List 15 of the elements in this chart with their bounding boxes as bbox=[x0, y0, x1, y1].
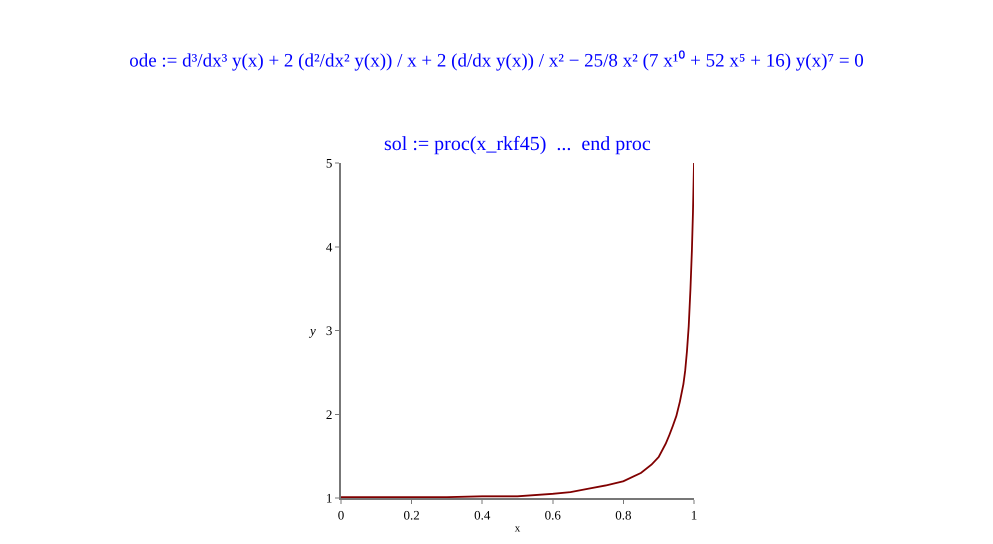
y-tick-label: 1 bbox=[326, 490, 332, 506]
x-tick-label: 0.6 bbox=[544, 508, 562, 523]
y-tick-label: 4 bbox=[326, 239, 333, 254]
chart-subtitle: sol := proc(x_rkf45) ... end proc bbox=[384, 133, 651, 155]
y-tick-label: 2 bbox=[326, 406, 332, 422]
x-tick-label: 1 bbox=[690, 508, 698, 523]
x-axis-title: x bbox=[514, 522, 521, 534]
x-tick-label: 0.2 bbox=[403, 508, 420, 523]
x-tick-label: 0 bbox=[338, 508, 344, 523]
chart-title: ode := d³/dx³ y(x) + 2 (d²/dx² y(x)) / x + 2 (d/dx y(x)) / x² − 25/8 x² (7 x¹⁰ + 52 x⁵ + 16) y(x)⁷ = 0 bbox=[129, 49, 864, 72]
x-tick-label: 0.4 bbox=[474, 508, 491, 523]
y-tick-label: 5 bbox=[326, 156, 332, 171]
y-axis-title: y bbox=[308, 323, 316, 338]
y-tick-label: 3 bbox=[326, 323, 332, 338]
x-tick-label: 0.8 bbox=[615, 508, 632, 523]
